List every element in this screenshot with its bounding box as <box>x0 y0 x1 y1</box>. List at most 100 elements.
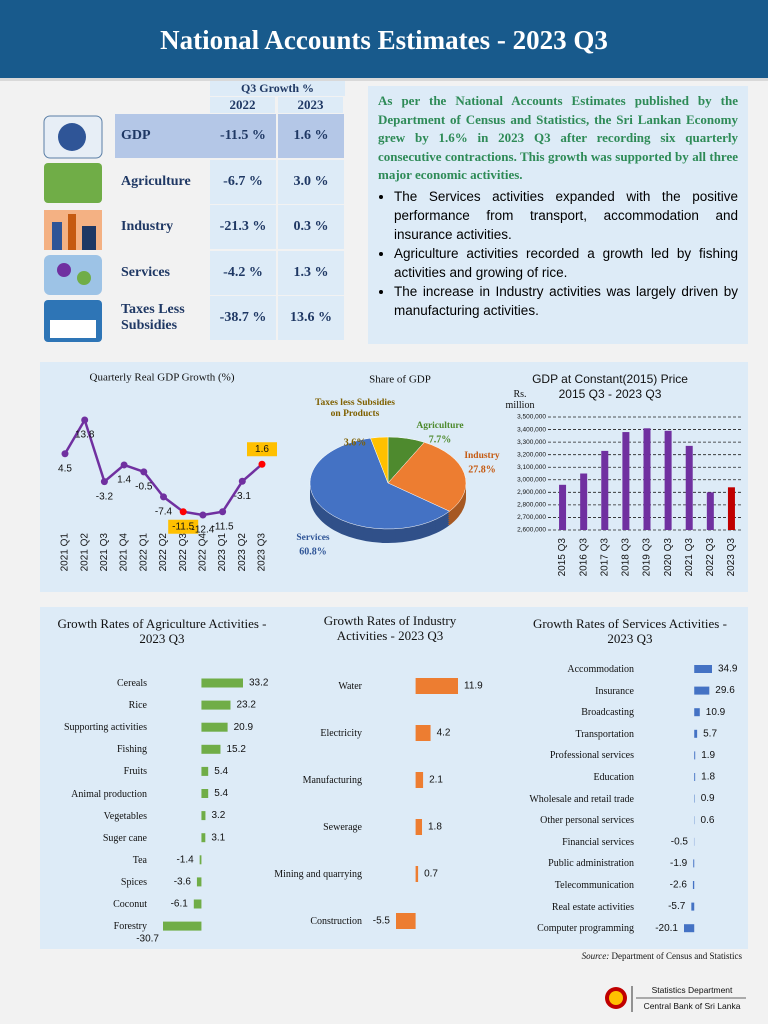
category-label-box: Real estate activities <box>552 902 634 913</box>
x-tick-label: 2021 Q4 <box>119 533 130 572</box>
category-label: Broadcasting <box>581 707 634 719</box>
category-label-box: Vegetables <box>104 811 147 822</box>
point <box>100 478 108 486</box>
category-label-box: Professional services <box>550 750 634 761</box>
chart-title: Quarterly Real GDP Growth (%) <box>90 372 235 384</box>
chart-title-box: Growth Rates of Agriculture Activities -… <box>57 616 267 646</box>
category-label: Cereals <box>117 678 147 689</box>
bar <box>201 700 231 710</box>
bullet: Agriculture activities recorded a growth… <box>394 244 738 282</box>
chart-title-box: Growth Rates of Services Activities - 20… <box>533 616 727 646</box>
x-tick-label: 2022 Q3 <box>705 538 716 577</box>
bar <box>559 484 567 530</box>
data-label: -5.7 <box>668 901 686 912</box>
pie-label: Taxes less Subsidies on Products <box>315 398 395 419</box>
pie-slice <box>387 442 467 512</box>
data-label: -3.6 <box>174 877 192 888</box>
data-label: 5.4 <box>214 788 228 799</box>
category-label-box: Mining and quarrying <box>274 869 362 880</box>
x-tick-label: 2021 Q2 <box>79 533 90 572</box>
panel <box>40 607 748 949</box>
point <box>160 493 167 501</box>
point <box>120 461 128 469</box>
category-label-box: Spices <box>121 877 147 888</box>
pie-slice <box>370 436 389 484</box>
table-value: -11.5 % <box>210 114 276 158</box>
bar <box>415 725 431 741</box>
category-label: Water <box>338 681 362 692</box>
x-tick-label: 2022 Q2 <box>158 533 169 572</box>
data-label: 3.2 <box>211 810 225 821</box>
y-tick-label: 2,800,000 <box>517 502 546 509</box>
footer-line: Statistics Department <box>651 985 733 995</box>
bullet: The increase in Industry activities was … <box>394 282 738 320</box>
data-label: -6.1 <box>171 899 189 910</box>
category-label: Sewerage <box>323 822 362 833</box>
category-label-box: Computer programming <box>537 923 634 934</box>
data-label: 1.8 <box>701 772 715 783</box>
y-tick-label: 3,200,000 <box>517 451 546 458</box>
category-label-box: Cereals <box>117 678 147 689</box>
point <box>258 460 266 468</box>
summary-box: As per the National Accounts Estimates p… <box>368 86 748 344</box>
data-label: -7.4 <box>155 507 173 518</box>
table-column-header: 2022 <box>210 97 275 113</box>
pie-label: Industry <box>464 451 500 461</box>
category-label-box: Education <box>593 772 634 783</box>
bar <box>580 473 588 530</box>
pie-value-label: 27.8% <box>468 464 496 475</box>
category-label-box: Public administration <box>548 858 634 870</box>
pie-label-box: Agriculture <box>416 421 463 431</box>
category-label-box: Forestry <box>114 921 147 932</box>
x-tick-label: 2020 Q3 <box>663 538 674 577</box>
category-label: Fishing <box>116 744 147 756</box>
data-label: 0.9 <box>701 793 715 804</box>
data-label: 0.6 <box>701 815 715 826</box>
x-tick-label: 2022 Q4 <box>198 533 209 572</box>
category-label: Transportation <box>575 728 634 740</box>
bar <box>193 899 202 909</box>
pie-slice <box>309 437 451 530</box>
point <box>199 511 207 519</box>
category-label-box: Fishing <box>116 744 147 756</box>
data-label: -12.4 <box>192 525 215 536</box>
bar <box>694 729 698 738</box>
category-label: Public administration <box>548 858 634 870</box>
table-row-label: Services <box>121 264 170 280</box>
y-tick-label: 3,000,000 <box>517 476 546 483</box>
category-label-box: Sewerage <box>323 822 362 833</box>
bar <box>643 428 651 530</box>
y-tick-label: 3,500,000 <box>517 414 546 421</box>
bar <box>415 678 458 694</box>
data-label: 33.2 <box>249 678 269 689</box>
bar <box>692 881 695 889</box>
chart-title: Growth Rates of Agriculture Activities -… <box>57 616 267 646</box>
data-label: 1.4 <box>117 475 131 486</box>
category-label: Accommodation <box>567 664 634 675</box>
x-tick-label: 2015 Q3 <box>557 538 568 577</box>
summary-bullets: The Services activities expanded with th… <box>378 187 738 320</box>
data-label: 1.6 <box>255 444 269 455</box>
bar <box>201 833 206 843</box>
category-label: Other personal services <box>540 815 634 827</box>
table-value: 1.6 % <box>278 114 344 158</box>
data-label: 4.2 <box>437 728 451 739</box>
category-label: Wholesale and retail trade <box>529 793 634 805</box>
category-label-box: Insurance <box>595 686 634 697</box>
point <box>179 508 187 516</box>
bar <box>415 772 424 788</box>
y-tick-label: 3,300,000 <box>517 439 546 446</box>
data-label: 2.1 <box>429 775 443 786</box>
data-label: 1.8 <box>428 822 442 833</box>
bar <box>415 866 419 882</box>
data-label: -11.5 <box>212 521 234 532</box>
footer-line: Central Bank of Sri Lanka <box>643 1001 741 1011</box>
category-label: Construction <box>310 916 362 927</box>
point <box>238 477 246 485</box>
category-label: Supporting activities <box>63 722 147 734</box>
data-label: 5.7 <box>703 728 717 739</box>
pie-label-box: Industry <box>464 451 500 461</box>
chart-title-box: Growth Rates of Industry Activities - 20… <box>324 613 457 643</box>
data-label: -0.5 <box>671 836 689 847</box>
bar <box>199 855 202 865</box>
